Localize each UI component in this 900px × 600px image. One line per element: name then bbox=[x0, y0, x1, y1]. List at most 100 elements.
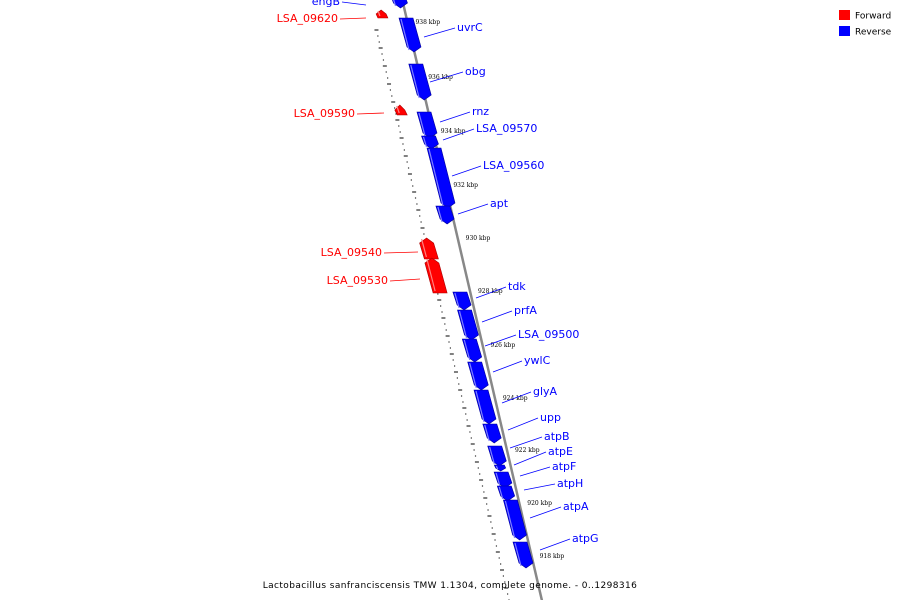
gene-highlight bbox=[421, 238, 427, 258]
label-leader bbox=[339, 17, 367, 20]
gene-label-LSA_09620[interactable]: LSA_09620 bbox=[277, 12, 338, 25]
gene-feature-rnz[interactable] bbox=[416, 111, 438, 139]
gene-feature-LSA_09500[interactable] bbox=[461, 338, 483, 363]
gene-label-atpB[interactable]: atpB bbox=[544, 430, 570, 443]
gene-label-engB[interactable]: engB bbox=[312, 0, 340, 8]
label-leader bbox=[356, 112, 385, 115]
label-leader bbox=[539, 538, 571, 551]
gene-label-rnz[interactable]: rnz bbox=[472, 105, 489, 118]
scale-labels: 938 kbp 936 kbp 934 kbp 932 kbp 930 kbp 928 k… bbox=[415, 19, 564, 560]
label-leader bbox=[439, 111, 471, 123]
gene-feature-atpF[interactable] bbox=[493, 471, 513, 489]
gene-features bbox=[375, 0, 534, 569]
gene-feature-atpH[interactable] bbox=[496, 485, 516, 502]
label-leader bbox=[523, 483, 556, 491]
label-leader bbox=[519, 466, 551, 477]
gene-feature-LSA_09570[interactable] bbox=[421, 135, 439, 150]
gene-feature-LSA_09530[interactable] bbox=[424, 257, 448, 294]
gene-highlight bbox=[422, 136, 428, 148]
scale-label: 934 kbp bbox=[441, 128, 466, 135]
label-leader bbox=[501, 391, 532, 404]
gene-label-LSA_09500[interactable]: LSA_09500 bbox=[518, 328, 579, 341]
gene-highlight bbox=[400, 18, 410, 51]
gene-feature-ywlC[interactable] bbox=[467, 361, 489, 391]
gene-label-atpF[interactable]: atpF bbox=[552, 460, 576, 473]
scale-label: 926 kbp bbox=[491, 342, 516, 349]
gene-highlight bbox=[437, 206, 443, 223]
label-leader bbox=[383, 251, 419, 254]
gene-label-upp[interactable]: upp bbox=[540, 411, 561, 424]
gene-label-LSA_09590[interactable]: LSA_09590 bbox=[294, 107, 355, 120]
gene-highlight bbox=[469, 362, 477, 389]
gene-feature-uvrC[interactable] bbox=[398, 17, 422, 53]
gene-highlight bbox=[514, 542, 522, 567]
gene-feature-atpB[interactable] bbox=[487, 445, 507, 467]
gene-feature-engB[interactable] bbox=[391, 0, 408, 9]
gene-label-atpA[interactable]: atpA bbox=[563, 500, 589, 513]
gene-highlight bbox=[458, 310, 468, 339]
gene-label-apt[interactable]: apt bbox=[490, 197, 509, 210]
gene-feature-upp[interactable] bbox=[482, 423, 502, 444]
gene-label-tdk[interactable]: tdk bbox=[508, 280, 526, 293]
gene-label-obg[interactable]: obg bbox=[465, 65, 486, 78]
gene-highlight bbox=[396, 105, 400, 114]
gene-label-ywlC[interactable]: ywlC bbox=[524, 354, 551, 367]
gene-labels: engB LSA_09620 uvrC obg LSA_09590 rnz LSA_0957… bbox=[277, 0, 599, 551]
gene-label-LSA_09560[interactable]: LSA_09560 bbox=[483, 159, 544, 172]
gene-highlight bbox=[475, 390, 485, 423]
gene-feature-glyA[interactable] bbox=[473, 389, 497, 425]
gene-label-prfA[interactable]: prfA bbox=[514, 304, 537, 317]
label-leader bbox=[481, 310, 513, 323]
gene-highlight bbox=[410, 64, 420, 99]
label-leader bbox=[492, 360, 523, 373]
gene-feature-atpA[interactable] bbox=[503, 499, 527, 541]
scale-label: 938 kbp bbox=[415, 19, 440, 26]
gene-label-glyA[interactable]: glyA bbox=[533, 385, 558, 398]
label-leader bbox=[529, 506, 562, 519]
gene-highlight bbox=[495, 465, 499, 470]
gene-feature-LSA_09560[interactable] bbox=[426, 147, 456, 209]
gene-label-atpG[interactable]: atpG bbox=[572, 532, 599, 545]
gene-highlight bbox=[495, 472, 501, 487]
label-leader bbox=[475, 286, 507, 299]
label-leader bbox=[442, 128, 475, 141]
label-leader bbox=[513, 451, 547, 466]
label-leader bbox=[451, 165, 482, 177]
gene-highlight bbox=[484, 424, 490, 442]
label-leader bbox=[457, 203, 489, 215]
gene-highlight bbox=[504, 500, 516, 539]
gene-highlight bbox=[393, 0, 397, 7]
scale-label: 936 kbp bbox=[428, 74, 453, 81]
gene-highlight bbox=[428, 148, 444, 207]
gene-highlight bbox=[426, 258, 436, 292]
gene-feature-tdk[interactable] bbox=[452, 291, 472, 311]
legend-forward-swatch bbox=[839, 10, 850, 20]
gene-feature-prfA[interactable] bbox=[457, 309, 479, 341]
scale-label: 922 kbp bbox=[515, 447, 540, 454]
scale-label: 928 kbp bbox=[478, 288, 503, 295]
label-leader bbox=[507, 417, 539, 431]
scale-label: 930 kbp bbox=[466, 235, 491, 242]
gene-feature-obg[interactable] bbox=[408, 63, 432, 101]
gene-label-uvrC[interactable]: uvrC bbox=[457, 21, 483, 34]
label-leader bbox=[423, 27, 456, 38]
gene-feature-atpG[interactable] bbox=[512, 541, 534, 569]
gene-label-LSA_09540[interactable]: LSA_09540 bbox=[321, 246, 382, 259]
gene-feature-apt[interactable] bbox=[435, 205, 455, 225]
legend-reverse-swatch bbox=[839, 26, 850, 36]
genome-caption: Lactobacillus sanfranciscensis TMW 1.130… bbox=[263, 581, 638, 591]
label-leader bbox=[484, 334, 517, 347]
gene-label-atpE[interactable]: atpE bbox=[548, 445, 573, 458]
gene-highlight bbox=[418, 112, 426, 137]
gene-label-LSA_09530[interactable]: LSA_09530 bbox=[327, 274, 388, 287]
scale-label: 932 kbp bbox=[453, 182, 478, 189]
gene-highlight bbox=[454, 292, 460, 309]
legend-forward-label: Forward bbox=[855, 12, 891, 22]
gene-label-LSA_09570[interactable]: LSA_09570 bbox=[476, 122, 537, 135]
scale-label: 918 kbp bbox=[540, 553, 565, 560]
gene-label-atpH[interactable]: atpH bbox=[557, 477, 583, 490]
gene-feature-atpE[interactable] bbox=[493, 464, 507, 472]
gene-highlight bbox=[463, 339, 471, 361]
label-leader bbox=[429, 71, 464, 83]
